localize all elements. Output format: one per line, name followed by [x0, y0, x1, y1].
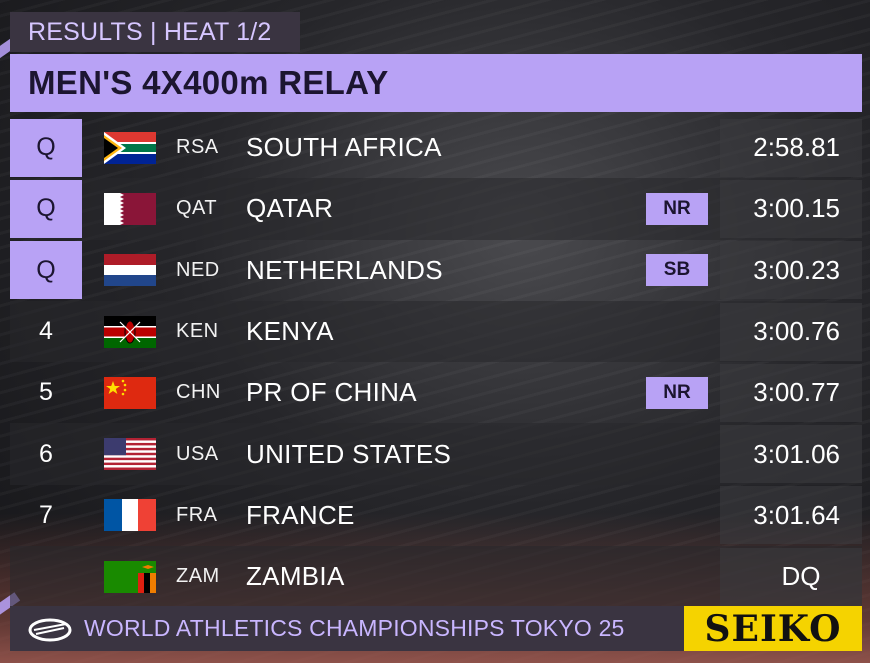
- country-name: ZAMBIA: [246, 561, 345, 592]
- rank-value: 5: [39, 378, 53, 407]
- result-row: Q NED NETHERLANDS SB 3:00.23: [10, 240, 862, 301]
- time-cell: 3:00.23: [720, 241, 862, 300]
- rank-cell: Q: [10, 241, 82, 300]
- record-badge: NR: [646, 376, 708, 409]
- sponsor-name: SEIKO: [704, 607, 842, 650]
- country-name: PR OF CHINA: [246, 377, 417, 408]
- rank-cell: 7: [10, 486, 82, 544]
- rank-value: Q: [36, 194, 56, 223]
- zam-flag: [104, 560, 156, 593]
- country-name: NETHERLANDS: [246, 254, 443, 285]
- result-row: 7 FRA FRANCE 3:01.64: [10, 485, 862, 546]
- record-badge: [646, 132, 708, 164]
- rank-value: 7: [39, 500, 53, 529]
- country-code: QAT: [176, 197, 218, 220]
- usa-flag: [104, 438, 156, 471]
- country-code: KEN: [176, 320, 219, 343]
- finish-time: 3:00.15: [753, 193, 840, 224]
- world-athletics-logo-icon: [28, 618, 72, 641]
- record-badge: SB: [646, 254, 708, 287]
- country-code: FRA: [176, 503, 218, 526]
- time-cell: 2:58.81: [720, 118, 862, 177]
- rsa-flag: [104, 131, 156, 164]
- time-cell: 3:00.76: [720, 302, 862, 361]
- fra-flag: [104, 499, 156, 532]
- result-row: 5 CHN PR OF CHINA NR 3:00.77: [10, 362, 862, 423]
- finish-time: 3:01.06: [753, 438, 840, 469]
- country-name: KENYA: [246, 316, 334, 347]
- footer-bar: WORLD ATHLETICS CHAMPIONSHIPS TOKYO 25: [10, 606, 684, 651]
- country-name: FRANCE: [246, 499, 355, 530]
- qat-flag: [104, 192, 156, 225]
- result-row: 6 USA UNITED STATES 3:01.06: [10, 423, 862, 485]
- finish-time: 3:00.77: [753, 377, 840, 408]
- record-badge: [646, 438, 708, 470]
- event-title-bar: MEN'S 4X400m RELAY: [10, 54, 862, 112]
- country-code: ZAM: [176, 565, 220, 588]
- results-table: Q RSA SOUTH AFRICA 2:58.81 Q QAT QATAR NR 3:00.1…: [10, 117, 862, 608]
- chn-flag: [104, 376, 156, 409]
- rank-value: Q: [36, 133, 56, 162]
- record-badge: [646, 499, 708, 531]
- finish-time: 3:00.23: [753, 254, 840, 285]
- country-name: SOUTH AFRICA: [246, 132, 442, 163]
- rank-value: 4: [39, 317, 53, 346]
- finish-time: 2:58.81: [753, 132, 840, 163]
- record-badge: NR: [646, 192, 708, 225]
- result-row: Q QAT QATAR NR 3:00.15: [10, 178, 862, 240]
- rank-cell: Q: [10, 179, 82, 238]
- country-name: QATAR: [246, 193, 334, 224]
- sponsor-logo: SEIKO: [684, 606, 862, 651]
- result-row: ZAM ZAMBIA DQ: [10, 546, 862, 608]
- country-code: USA: [176, 442, 219, 465]
- results-heat-tag: RESULTS | HEAT 1/2: [10, 12, 300, 52]
- ken-flag: [104, 315, 156, 348]
- rank-cell: 5: [10, 364, 82, 422]
- event-title: MEN'S 4X400m RELAY: [28, 64, 389, 101]
- heat-label: RESULTS | HEAT 1/2: [28, 17, 272, 46]
- time-cell: 3:00.77: [720, 363, 862, 422]
- time-cell: DQ: [720, 547, 862, 606]
- finish-time: 3:00.76: [753, 316, 840, 347]
- rank-cell: 6: [10, 425, 82, 483]
- time-cell: 3:01.06: [720, 425, 862, 484]
- rank-cell: Q: [10, 118, 82, 177]
- result-row: Q RSA SOUTH AFRICA 2:58.81: [10, 117, 862, 178]
- record-badge: [646, 316, 708, 348]
- rank-value: 6: [39, 439, 53, 468]
- rank-cell: [10, 548, 82, 606]
- country-code: RSA: [176, 136, 219, 159]
- ned-flag: [104, 254, 156, 287]
- result-row: 4 KEN KENYA 3:00.76: [10, 300, 862, 363]
- country-code: CHN: [176, 381, 221, 404]
- country-code: NED: [176, 258, 220, 281]
- country-name: UNITED STATES: [246, 438, 452, 469]
- finish-time: DQ: [781, 561, 821, 592]
- record-badge: [646, 561, 708, 593]
- championship-name: WORLD ATHLETICS CHAMPIONSHIPS TOKYO 25: [84, 615, 625, 641]
- rank-cell: 4: [10, 303, 82, 361]
- rank-value: Q: [36, 255, 56, 284]
- time-cell: 3:00.15: [720, 179, 862, 238]
- time-cell: 3:01.64: [720, 486, 862, 545]
- finish-time: 3:01.64: [753, 499, 840, 530]
